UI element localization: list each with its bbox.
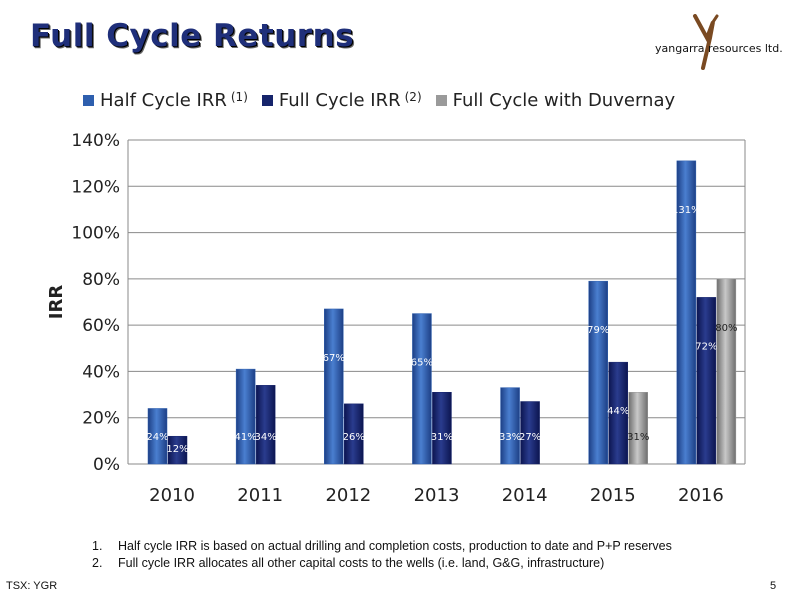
y-tick-label: 20% [82, 409, 120, 429]
page-title: Full Cycle Returns [30, 18, 355, 54]
bar [167, 435, 188, 465]
bar [716, 278, 737, 465]
footnote-number: 2. [92, 556, 103, 570]
logo-y-mark [693, 14, 719, 70]
ticker-symbol: TSX: YGR [6, 580, 58, 592]
x-tick-label: 2011 [237, 485, 283, 506]
legend-swatch [435, 95, 447, 106]
legend-label: Half Cycle IRR [100, 90, 227, 111]
footnote-text: Half cycle IRR is based on actual drilli… [118, 539, 672, 553]
bar [696, 297, 717, 465]
legend-swatch [83, 95, 94, 106]
x-tick-label: 2012 [325, 485, 371, 506]
y-tick-label: 120% [71, 177, 120, 197]
legend-footnote-ref: (2) [404, 89, 422, 104]
footnote-item: 1. Half cycle IRR is based on actual dril… [92, 538, 672, 555]
bar [500, 387, 520, 465]
y-tick-label: 0% [93, 455, 120, 475]
x-tick-label: 2010 [149, 485, 195, 506]
bar-data-label: 80% [715, 323, 737, 334]
y-tick-label: 80% [82, 270, 120, 290]
y-tick-label: 60% [82, 316, 120, 336]
footnote-text: Full cycle IRR allocates all other capit… [118, 556, 605, 570]
bar-data-label: 31% [431, 432, 453, 443]
bar-data-label: 65% [411, 358, 433, 369]
bar [412, 313, 432, 465]
x-tick-label: 2013 [414, 485, 460, 506]
chart-legend: Half Cycle IRR (1) Full Cycle IRR (2) Fu… [83, 90, 689, 111]
bar [324, 308, 344, 465]
footnotes: 1. Half cycle IRR is based on actual dril… [92, 538, 672, 572]
bar [432, 392, 452, 465]
bar [520, 401, 540, 465]
bar-data-label: 44% [607, 406, 629, 417]
logo-text: yangarra resources ltd. [655, 42, 783, 55]
y-tick-label: 140% [71, 131, 120, 151]
x-tick-label: 2015 [590, 485, 636, 506]
bar-data-label: 79% [587, 325, 609, 336]
bar-data-label: 27% [519, 432, 541, 443]
bar-data-label: 34% [255, 432, 277, 443]
company-logo: yangarra resources ltd. [655, 14, 790, 70]
bar [608, 361, 628, 465]
legend-footnote-ref: (1) [230, 89, 248, 104]
bar-data-label: 41% [235, 432, 257, 443]
bar-data-label: 12% [166, 444, 188, 455]
bar [147, 408, 168, 465]
bar-data-label: 26% [343, 432, 365, 443]
bar-data-label: 131% [672, 205, 701, 216]
bar-data-label: 67% [323, 353, 345, 364]
x-tick-label: 2014 [502, 485, 548, 506]
footnote-number: 1. [92, 539, 103, 553]
legend-label: Full Cycle with Duvernay [452, 90, 676, 111]
x-tick-label: 2016 [678, 485, 724, 506]
bar [588, 280, 608, 465]
irr-bar-chart: 0% 20% 40% 60% 80% 100% 120% 140% IRR 24%12% 2010 4… [46, 131, 746, 506]
bar-data-label: 33% [499, 432, 521, 443]
bar [628, 392, 648, 465]
page-number: 5 [770, 580, 777, 592]
y-tick-label: 40% [82, 362, 120, 382]
bar [344, 403, 364, 465]
legend-swatch [261, 95, 273, 106]
bar [235, 368, 256, 465]
legend-item-duvernay: Full Cycle with Duvernay [435, 90, 676, 111]
bar [255, 385, 276, 465]
y-tick-label: 100% [71, 224, 120, 244]
legend-item-full-cycle: Full Cycle IRR (2) [261, 89, 422, 111]
footnote-item: 2. Full cycle IRR allocates all other cap… [92, 555, 672, 572]
bar [676, 160, 697, 465]
y-axis-label: IRR [46, 285, 67, 320]
bar-data-label: 72% [695, 341, 717, 352]
bar-data-label: 31% [627, 432, 649, 443]
legend-label: Full Cycle IRR [278, 90, 401, 111]
bar-data-label: 24% [146, 432, 168, 443]
legend-item-half-cycle: Half Cycle IRR (1) [83, 90, 248, 111]
